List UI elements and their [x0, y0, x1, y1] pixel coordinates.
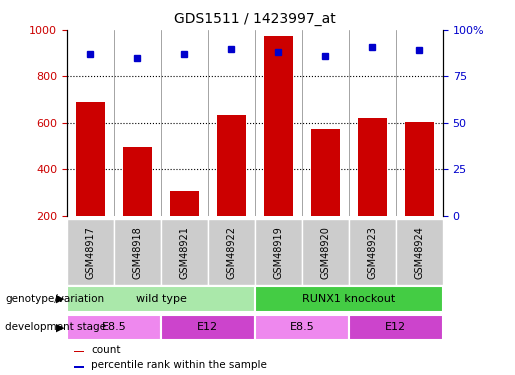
FancyBboxPatch shape [161, 315, 255, 340]
Text: ▶: ▶ [56, 322, 64, 332]
Bar [217, 115, 246, 262]
FancyBboxPatch shape [114, 219, 161, 285]
Text: GSM48918: GSM48918 [132, 226, 143, 279]
Text: E12: E12 [197, 322, 218, 332]
Text: RUNX1 knockout: RUNX1 knockout [302, 294, 396, 304]
FancyBboxPatch shape [255, 219, 302, 285]
FancyBboxPatch shape [67, 286, 255, 312]
Bar [75, 351, 84, 352]
Text: GSM48917: GSM48917 [85, 226, 95, 279]
Text: percentile rank within the sample: percentile rank within the sample [91, 360, 267, 370]
FancyBboxPatch shape [67, 315, 161, 340]
Text: GSM48924: GSM48924 [415, 226, 424, 279]
Text: E8.5: E8.5 [289, 322, 314, 332]
Bar [76, 102, 105, 262]
FancyBboxPatch shape [255, 286, 443, 312]
Text: GSM48919: GSM48919 [273, 226, 283, 279]
Text: count: count [91, 345, 121, 355]
FancyBboxPatch shape [349, 315, 443, 340]
Text: ▶: ▶ [56, 294, 64, 304]
FancyBboxPatch shape [208, 219, 255, 285]
Text: GSM48923: GSM48923 [367, 226, 377, 279]
Text: GSM48920: GSM48920 [320, 226, 331, 279]
Text: wild type: wild type [135, 294, 186, 304]
Text: E8.5: E8.5 [101, 322, 126, 332]
FancyBboxPatch shape [302, 219, 349, 285]
Text: GSM48921: GSM48921 [179, 226, 190, 279]
FancyBboxPatch shape [396, 219, 443, 285]
Bar [75, 366, 84, 368]
FancyBboxPatch shape [161, 219, 208, 285]
FancyBboxPatch shape [67, 219, 114, 285]
Text: genotype/variation: genotype/variation [5, 294, 104, 304]
Text: GSM48922: GSM48922 [227, 226, 236, 279]
Bar [405, 122, 434, 262]
Bar [311, 129, 339, 262]
Text: E12: E12 [385, 322, 406, 332]
Text: development stage: development stage [5, 322, 106, 332]
FancyBboxPatch shape [349, 219, 396, 285]
Bar [358, 118, 386, 262]
Title: GDS1511 / 1423997_at: GDS1511 / 1423997_at [174, 12, 336, 26]
Bar [170, 191, 199, 262]
FancyBboxPatch shape [255, 315, 349, 340]
Bar [264, 36, 293, 262]
Bar [124, 147, 151, 262]
